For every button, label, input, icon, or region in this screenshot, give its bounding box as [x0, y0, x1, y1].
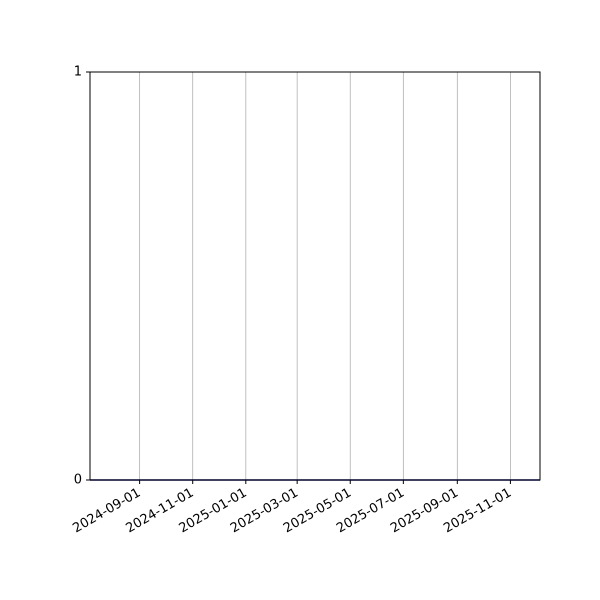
y-tick-label: 1 — [74, 65, 82, 80]
plot-frame — [89, 71, 541, 481]
y-tick-label: 0 — [74, 473, 82, 488]
